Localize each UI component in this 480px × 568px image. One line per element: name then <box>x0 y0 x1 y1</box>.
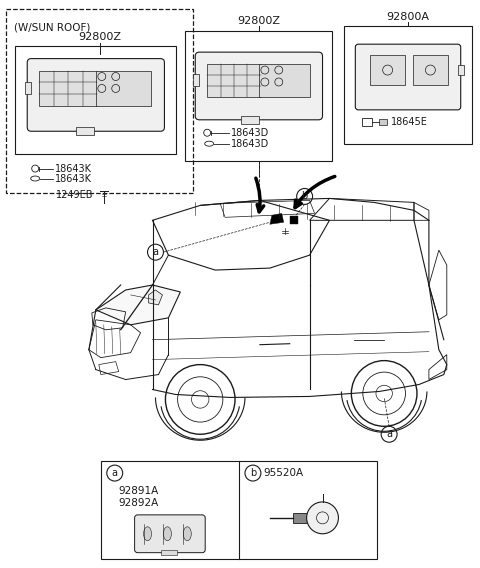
Ellipse shape <box>164 527 171 541</box>
Bar <box>39 70 97 106</box>
Text: 95520A: 95520A <box>264 468 304 478</box>
Polygon shape <box>96 285 180 325</box>
Bar <box>259 64 310 97</box>
Text: 92891A: 92891A <box>119 486 159 496</box>
Bar <box>207 64 261 97</box>
FancyBboxPatch shape <box>195 52 323 120</box>
Bar <box>293 513 307 523</box>
Text: 18643D: 18643D <box>231 139 269 149</box>
Text: b: b <box>301 191 308 202</box>
Bar <box>370 55 405 85</box>
Bar <box>15 46 176 153</box>
Text: a: a <box>386 429 392 439</box>
Text: (W/SUN ROOF): (W/SUN ROOF) <box>14 22 91 32</box>
Polygon shape <box>270 214 284 224</box>
Bar <box>6 9 193 194</box>
Bar <box>185 31 333 161</box>
Text: 18643K: 18643K <box>55 173 92 183</box>
Bar <box>101 461 377 559</box>
Bar <box>344 26 472 144</box>
Bar <box>25 82 31 94</box>
Bar <box>76 127 95 135</box>
Bar <box>379 119 387 125</box>
FancyBboxPatch shape <box>27 59 165 131</box>
Text: 92800Z: 92800Z <box>238 16 280 26</box>
Bar <box>241 116 259 124</box>
Bar <box>413 55 448 85</box>
Bar <box>290 216 298 224</box>
Text: 18643K: 18643K <box>55 164 92 174</box>
Text: 92800A: 92800A <box>386 12 430 22</box>
Text: 18643D: 18643D <box>231 128 269 138</box>
Text: b: b <box>250 468 256 478</box>
Text: 18645E: 18645E <box>391 117 428 127</box>
Bar <box>161 550 178 555</box>
Ellipse shape <box>144 527 152 541</box>
Text: 1249EB: 1249EB <box>56 190 94 201</box>
Circle shape <box>307 502 338 534</box>
Text: a: a <box>112 468 118 478</box>
Ellipse shape <box>183 527 192 541</box>
Text: 92800Z: 92800Z <box>78 32 121 42</box>
Text: a: a <box>153 247 158 257</box>
Bar <box>193 74 199 86</box>
Bar <box>362 118 372 126</box>
Polygon shape <box>148 290 162 305</box>
FancyBboxPatch shape <box>134 515 205 553</box>
Bar <box>96 70 151 106</box>
Bar <box>458 65 464 75</box>
FancyBboxPatch shape <box>355 44 461 110</box>
Text: 92892A: 92892A <box>119 498 159 508</box>
